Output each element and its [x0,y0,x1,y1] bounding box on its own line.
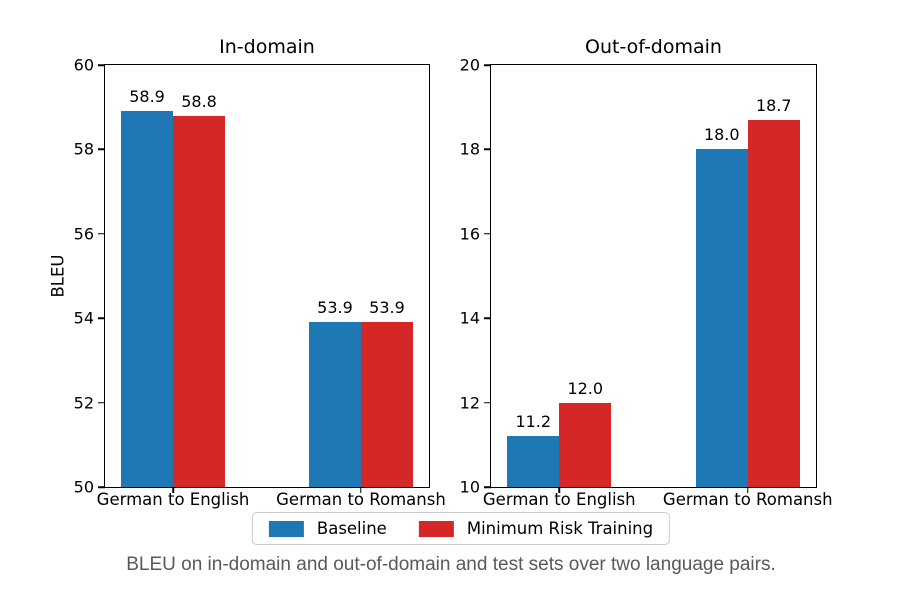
legend: Baseline Minimum Risk Training [251,512,671,545]
x-tick-mark [747,487,749,493]
y-tick-label: 18 [459,139,480,159]
y-tick-label: 60 [73,55,94,75]
y-tick-mark [98,486,105,488]
bar-baseline-german-to-romansh [695,149,748,487]
chart-title: Out-of-domain [585,36,722,58]
x-tick-mark [360,487,362,493]
figure-caption: BLEU on in-domain and out-of-domain and … [126,554,776,575]
y-tick-label: 14 [459,308,480,328]
bar-value-label: 12.0 [567,378,604,398]
baseline-color-swatch [268,520,304,537]
y-tick-mark [98,64,105,66]
in-domain-plot: In-domain BLEU 50 52 54 56 58 60 German to Eng… [49,36,446,509]
bar-value-label: 53.9 [369,298,405,318]
legend-item-baseline: Baseline [268,519,387,538]
x-tick-mark [558,487,560,493]
y-tick-mark [98,148,105,151]
y-tick-label: 52 [73,393,94,413]
x-tick-label: German to English [96,490,250,509]
bar-value-label: 11.2 [515,412,552,432]
y-tick-label: 20 [459,55,480,75]
minimum-risk-training-color-swatch [418,520,454,537]
y-tick-mark [98,401,105,404]
x-tick-mark [172,487,174,493]
bar-value-label: 18.0 [703,125,740,145]
bar-value-label: 58.9 [129,87,165,107]
legend-label: Baseline [316,519,387,538]
chart-title: In-domain [219,36,315,58]
y-tick-label: 12 [459,393,480,413]
bar-baseline-german-to-romansh [308,322,361,487]
y-tick-label: 54 [73,308,94,328]
y-axis-label: BLEU [48,254,68,298]
y-tick-mark [98,233,105,235]
bar-baseline-german-to-english [507,436,560,487]
bar-minimum-risk-training-german-to-english [173,115,226,487]
out-of-domain-plot: Out-of-domain 10 12 14 16 18 20 German to Engl… [460,36,833,509]
bar-baseline-german-to-english [121,111,174,487]
y-tick-mark [484,64,491,66]
bar-value-label: 58.8 [181,91,217,111]
bar-value-label: 53.9 [317,298,353,318]
bar-minimum-risk-training-german-to-romansh [360,322,413,487]
bar-minimum-risk-training-german-to-romansh [747,119,800,487]
y-tick-mark [484,233,491,235]
y-tick-mark [484,148,491,151]
bar-minimum-risk-training-german-to-english [559,402,612,487]
y-tick-label: 10 [459,477,480,497]
y-tick-label: 58 [73,139,94,159]
y-tick-mark [484,486,491,488]
y-tick-mark [98,317,105,319]
x-tick-label: German to English [482,490,636,509]
x-tick-label: German to Romansh [276,490,446,509]
y-tick-mark [484,317,491,319]
legend-item-minimum-risk-training: Minimum Risk Training [418,519,654,538]
x-tick-label: German to Romansh [662,490,833,509]
y-tick-label: 56 [73,224,94,244]
bar-value-label: 18.7 [755,95,792,115]
y-tick-mark [484,401,491,404]
y-tick-label: 50 [73,477,94,497]
y-tick-label: 16 [459,224,480,244]
legend-label: Minimum Risk Training [466,519,654,538]
